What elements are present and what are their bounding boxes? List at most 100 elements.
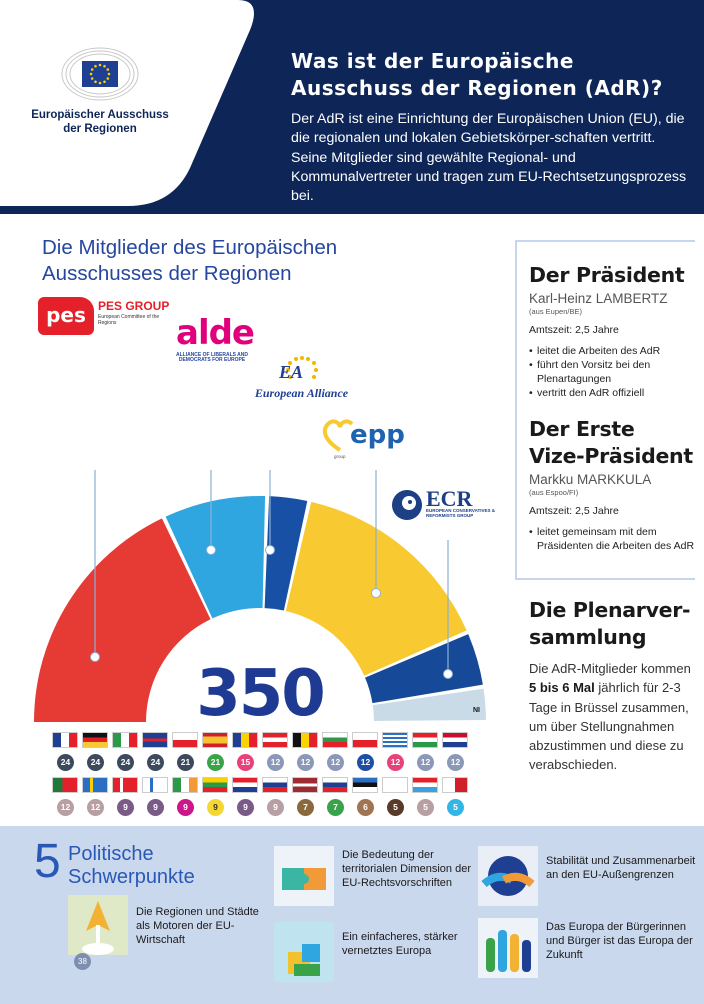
eu-handshake-icon [478,846,538,906]
flag-el-icon [382,732,408,748]
president-duty: führt den Vorsitz bei den Plenartagungen [529,358,695,386]
country-cell: 6 [350,777,380,819]
seat-count-badge: 7 [297,799,314,816]
page-title: Was ist der Europäische Ausschuss der Re… [291,49,663,100]
country-cell: 9 [230,777,260,819]
logo-panel [0,0,254,206]
seat-count-badge: 12 [297,754,314,771]
hemicycle-segment-ni [372,688,486,721]
seat-count-badge: 21 [177,754,194,771]
intro-text: Der AdR ist eine Einrichtung der Europäi… [291,111,687,205]
priority-text: Die Bedeutung der territorialen Dimensio… [342,849,471,889]
country-cell: 12 [350,732,380,774]
members-total: 350 [196,657,326,731]
country-cell: 9 [170,777,200,819]
flag-ro-icon [232,732,258,748]
flag-cy-icon [382,777,408,793]
priority-item: Stabilität und Zusammenarbeit an den EU-… [478,846,698,906]
flag-ee-icon [352,777,378,793]
cor-logo: Europäischer Ausschuss der Regionen [30,44,170,136]
seat-count-badge: 21 [207,754,224,771]
country-cell: 9 [260,777,290,819]
ecr-mark: ECR [426,486,473,511]
flag-es-icon [202,732,228,748]
flag-lu-icon [412,777,438,793]
hemicycle-segment-ecr [365,634,483,704]
seat-count-badge: 24 [87,754,104,771]
seat-count-badge: 9 [267,799,284,816]
seat-count-badge: 12 [267,754,284,771]
country-cell: 21 [170,732,200,774]
plenary-heading-line1: Die Plenarver- [529,598,691,622]
seat-count-badge: 24 [57,754,74,771]
country-cell: 5 [410,777,440,819]
country-cell: 24 [110,732,140,774]
plenary-heading-line2: sammlung [529,625,647,649]
seat-count-badge: 9 [117,799,134,816]
country-cell: 9 [200,777,230,819]
seat-count-badge: 7 [327,799,344,816]
cor-logo-name-line1: Europäischer Ausschuss [31,109,169,121]
party-leader-lines [94,470,449,674]
flag-uk-icon [142,732,168,748]
flag-si-icon [322,777,348,793]
seat-count-badge: 24 [147,754,164,771]
alde-subtitle: ALLIANCE OF LIBERALS AND DEMOCRATS FOR E… [175,352,249,363]
vice-president-origin: (aus Espoo/FI) [529,488,579,497]
cor-logo-name-line2: der Regionen [63,123,137,135]
cor-emblem-icon [61,47,139,101]
ni-label: NI [473,707,480,714]
plenary-frequency: 5 bis 6 Mal [529,680,595,696]
seat-count-badge: 12 [327,754,344,771]
country-cell: 12 [80,777,110,819]
president-duty: vertritt den AdR offiziell [529,386,695,400]
party-leader-dots [90,545,453,679]
country-cell: 12 [50,777,80,819]
plenary-text-before: Die AdR-Mitglieder kommen [529,661,691,676]
pes-name: PES GROUP [98,299,170,313]
vice-president-name: Markku MARKKULA [529,472,652,487]
epp-group-logo: epp group [320,416,430,466]
president-heading: Der Präsident [529,263,685,287]
vice-president-term: Amtszeit: 2,5 Jahre [529,505,619,517]
seat-count-badge: 5 [387,799,404,816]
ea-mark: EA [279,362,304,382]
priorities-count: 5 [34,835,61,888]
flag-dk-icon [112,777,138,793]
seat-count-badge: 9 [177,799,194,816]
country-cell: 24 [140,732,170,774]
vice-president-heading-line1: Der Erste [529,417,635,441]
flag-hu-icon [412,732,438,748]
flag-fr-icon [52,732,78,748]
seat-count-badge: 9 [237,799,254,816]
paper-plane-icon [68,895,128,955]
epp-mark: epp [350,420,405,450]
country-cell: 12 [380,732,410,774]
seat-count-badge: 15 [237,754,254,771]
seat-count-badge: 12 [357,754,374,771]
president-name: Karl-Heinz LAMBERTZ [529,291,668,306]
country-cell: 15 [230,732,260,774]
hemicycle-segment-ea [264,496,308,611]
country-cell: 12 [410,732,440,774]
plenary-section: Die Plenarver- sammlung Die AdR-Mitglied… [529,597,697,775]
country-cell: 12 [290,732,320,774]
country-cell: 9 [140,777,170,819]
seat-count-badge: 9 [207,799,224,816]
flag-lv-icon [292,777,318,793]
alde-mark: alde [176,313,255,353]
pes-group-logo: pes PES GROUP European Committee of the … [38,295,178,339]
page-number: 38 [74,953,91,970]
president-term: Amtszeit: 2,5 Jahre [529,324,619,336]
priority-text: Stabilität und Zusammenarbeit an den EU-… [546,855,696,881]
country-cell: 7 [290,777,320,819]
flag-lt-icon [202,777,228,793]
plenary-text: Die AdR-Mitglieder kommen 5 bis 6 Mal jä… [529,659,697,775]
ecr-lion-icon [392,490,422,520]
flag-pl-icon [172,732,198,748]
country-seats-grid: 24 24 24 24 21 21 15 12 12 12 12 12 12 12 12 12 9 9 9 9 9 9 7 7… [50,732,470,818]
priority-item: Die Regionen und Städte als Motoren der … [68,895,268,955]
hemicycle-segment-alde [165,496,266,619]
country-cell: 24 [80,732,110,774]
ea-stars-icon [286,356,318,379]
